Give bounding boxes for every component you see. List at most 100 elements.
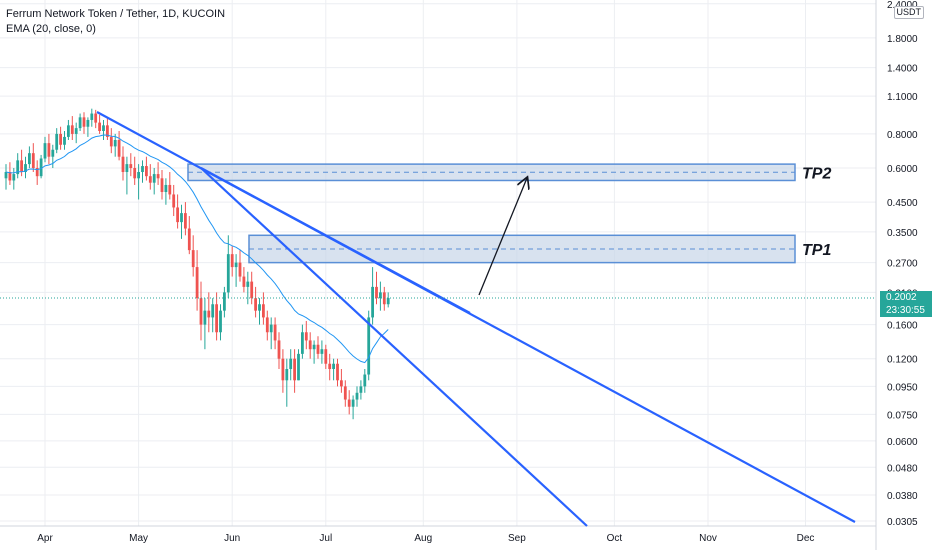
candle-body [203, 310, 207, 325]
candle [304, 320, 308, 350]
candle-body [172, 194, 176, 208]
candle-body [359, 386, 363, 393]
candle-body [226, 254, 230, 293]
candle-body [351, 399, 355, 407]
candle-body [180, 213, 183, 223]
candle [156, 162, 160, 185]
candle [375, 271, 378, 305]
candle [176, 194, 179, 229]
candle [285, 358, 289, 407]
indicator-legend: EMA (20, close, 0) [6, 23, 96, 35]
candle-body [117, 139, 121, 157]
candle-body [145, 166, 148, 177]
candle [238, 250, 242, 282]
candle-body [63, 136, 66, 145]
candle-body [199, 298, 203, 325]
y-tick-label: 0.6000 [887, 164, 918, 175]
candle-body [262, 304, 265, 318]
candle [250, 271, 254, 305]
target-zone-tp2[interactable]: TP2 [187, 163, 831, 182]
candle-body [328, 363, 332, 370]
candle-body [386, 298, 390, 305]
candle-body [234, 262, 238, 268]
candle [195, 250, 199, 311]
y-tick-label: 0.3500 [887, 228, 918, 239]
candle-body [74, 128, 78, 134]
x-tick-label: Apr [37, 533, 53, 544]
candle [199, 281, 203, 341]
candle [133, 156, 137, 185]
trend-line[interactable] [200, 167, 588, 527]
x-tick-label: Oct [607, 533, 623, 544]
candle-body [187, 228, 191, 251]
candle [277, 332, 281, 370]
x-tick-label: May [129, 533, 148, 544]
candle [234, 254, 238, 287]
candle-body [90, 113, 94, 120]
candle [258, 298, 261, 325]
candle-body [164, 184, 168, 192]
candle-body [121, 156, 125, 173]
candle-body [24, 164, 27, 173]
candle-body [176, 207, 179, 223]
candle [203, 298, 207, 350]
candle-body [109, 136, 113, 147]
candle-body [375, 286, 378, 299]
candle [109, 128, 113, 154]
candle-body [336, 363, 339, 381]
candle-body [371, 286, 374, 318]
candle-body [168, 184, 172, 195]
candle [254, 286, 257, 318]
candle-body [281, 358, 285, 381]
candle [86, 117, 90, 137]
candle [28, 146, 31, 168]
x-tick-label: Nov [699, 533, 717, 544]
candle [164, 178, 168, 205]
candle-body [355, 392, 359, 400]
candle-body [102, 125, 105, 131]
candle-body [269, 324, 273, 333]
candle [184, 202, 187, 236]
candle [152, 168, 156, 195]
candle [340, 369, 343, 393]
y-tick-label: 0.0380 [887, 491, 918, 502]
trend-line[interactable] [200, 167, 471, 314]
candle-body [47, 143, 51, 157]
candle-body [304, 332, 308, 341]
candle-body [86, 119, 90, 127]
candle [308, 332, 312, 359]
candle-body [148, 176, 152, 183]
candle [273, 317, 277, 350]
candle [12, 168, 16, 190]
candle [55, 128, 59, 154]
candle-body [106, 125, 109, 137]
candle [215, 292, 218, 341]
candle [363, 369, 367, 393]
candle-body [98, 122, 101, 131]
candle [226, 235, 230, 299]
candle-body [250, 281, 254, 299]
candle [351, 395, 355, 420]
candle-body [367, 317, 371, 375]
y-tick-label: 0.0305 [887, 517, 918, 528]
candle-body [78, 117, 82, 129]
candle-body [12, 174, 16, 181]
candle [47, 133, 51, 165]
candle [328, 353, 332, 381]
candle [355, 386, 359, 407]
candle-body [312, 344, 316, 350]
candle [297, 349, 300, 381]
candle-body [254, 298, 257, 311]
projection-arrow[interactable] [478, 178, 527, 296]
candle-body [285, 369, 289, 381]
candle-body [156, 174, 160, 179]
candle-body [55, 133, 59, 150]
target-zone-tp1[interactable]: TP1 [248, 234, 831, 264]
candle [262, 292, 265, 325]
candle [98, 114, 101, 134]
candle [51, 144, 55, 168]
candle-body [301, 332, 304, 354]
candle [70, 116, 74, 140]
candle-body [137, 172, 140, 179]
